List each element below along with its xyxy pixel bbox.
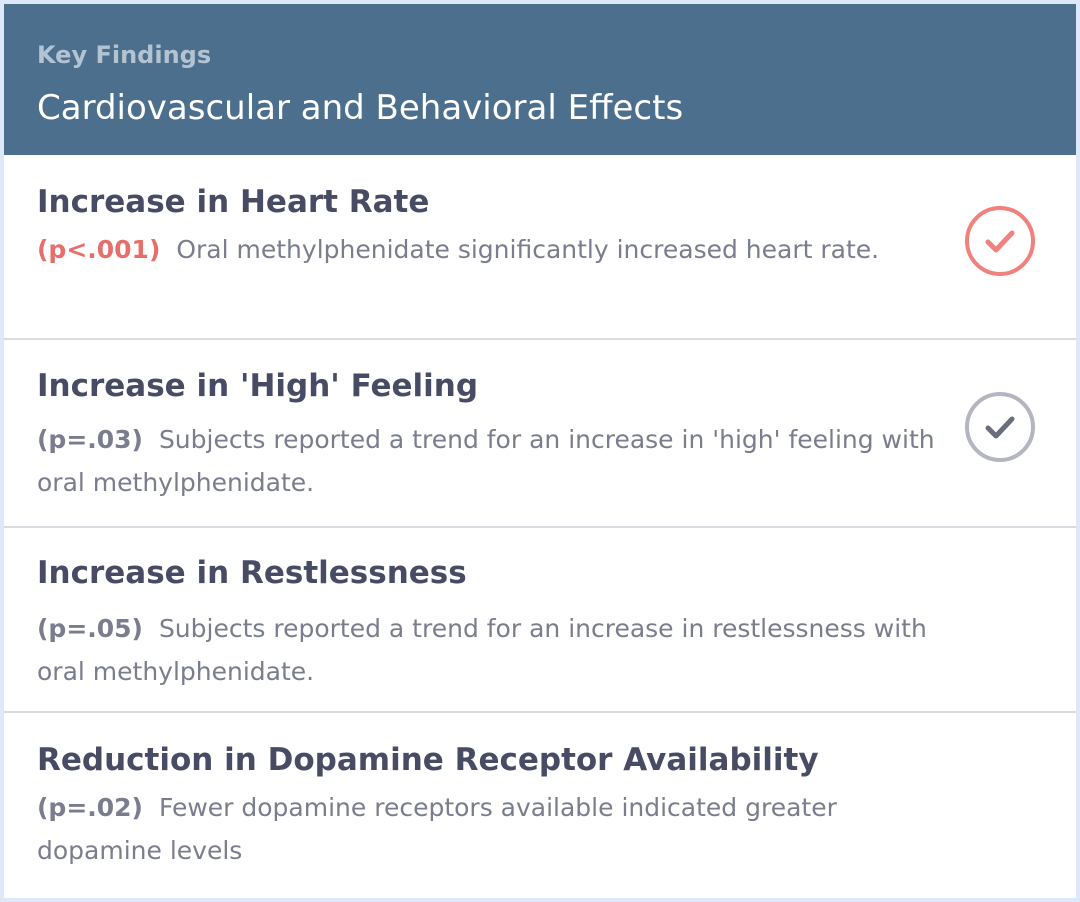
finding-text: Fewer dopamine receptors available indic… — [37, 793, 837, 865]
finding-title: Increase in Restlessness — [37, 555, 467, 591]
key-findings-card: Key Findings Cardiovascular and Behavior… — [4, 4, 1076, 898]
finding-text: Subjects reported a trend for an increas… — [37, 614, 927, 686]
finding-title: Increase in Heart Rate — [37, 184, 430, 220]
finding-title: Reduction in Dopamine Receptor Availabil… — [37, 742, 819, 778]
header-title: Cardiovascular and Behavioral Effects — [37, 88, 684, 128]
p-value: (p<.001) — [37, 235, 161, 264]
finding-description: (p=.05) Subjects reported a trend for an… — [37, 607, 957, 693]
finding-dopamine: Reduction in Dopamine Receptor Availabil… — [4, 713, 1076, 898]
finding-heart-rate: Increase in Heart Rate (p<.001) Oral met… — [4, 155, 1076, 340]
check-circle-icon — [964, 391, 1036, 463]
p-value: (p=.03) — [37, 425, 143, 454]
card-header: Key Findings Cardiovascular and Behavior… — [4, 4, 1076, 155]
check-circle-icon — [964, 205, 1036, 277]
finding-high-feeling: Increase in 'High' Feeling (p=.03) Subje… — [4, 340, 1076, 528]
header-eyebrow: Key Findings — [37, 41, 212, 69]
finding-description: (p<.001) Oral methylphenidate significan… — [37, 228, 937, 271]
finding-title: Increase in 'High' Feeling — [37, 368, 479, 404]
p-value: (p=.05) — [37, 614, 143, 643]
finding-text: Oral methylphenidate significantly incre… — [176, 235, 880, 264]
finding-restlessness: Increase in Restlessness (p=.05) Subject… — [4, 528, 1076, 713]
finding-text: Subjects reported a trend for an increas… — [37, 425, 935, 497]
finding-description: (p=.03) Subjects reported a trend for an… — [37, 418, 937, 504]
finding-description: (p=.02) Fewer dopamine receptors availab… — [37, 786, 937, 872]
p-value: (p=.02) — [37, 793, 143, 822]
